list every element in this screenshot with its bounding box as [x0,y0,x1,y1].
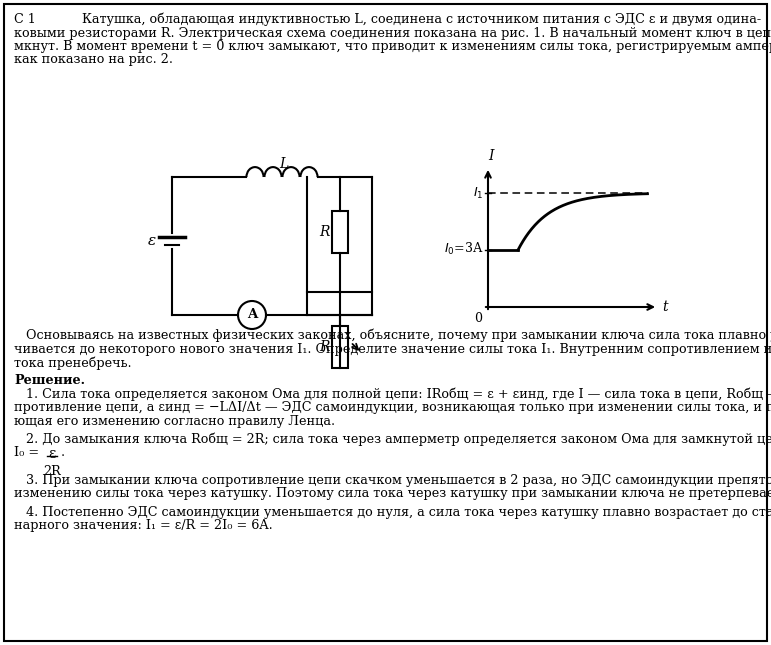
Text: 0: 0 [474,312,482,325]
Text: 4. Постепенно ЭДС самоиндукции уменьшается до нуля, а сила тока через катушку пл: 4. Постепенно ЭДС самоиндукции уменьшает… [14,506,771,519]
Text: 3. При замыкании ключа сопротивление цепи скачком уменьшается в 2 раза, но ЭДС с: 3. При замыкании ключа сопротивление цеп… [14,474,771,487]
Bar [332,326,348,368]
Text: изменению силы тока через катушку. Поэтому сила тока через катушку при замыкании: изменению силы тока через катушку. Поэто… [14,488,771,501]
Text: ε: ε [148,234,156,248]
Text: противление цепи, а εинд = −LΔI/Δt — ЭДС самоиндукции, возникающая только при из: противление цепи, а εинд = −LΔI/Δt — ЭДС… [14,401,771,414]
Text: 2. До замыкания ключа Rобщ = 2R; сила тока через амперметр определяется законом : 2. До замыкания ключа Rобщ = 2R; сила то… [14,433,771,446]
Bar [332,211,348,253]
Text: Основываясь на известных физических законах, объясните, почему при замыкании клю: Основываясь на известных физических зако… [14,329,771,342]
Text: t: t [662,300,668,314]
Text: A: A [247,308,257,321]
Text: .: . [61,446,65,459]
Text: ε: ε [49,447,56,461]
Text: мкнут. В момент времени t = 0 ключ замыкают, что приводит к изменениям силы тока: мкнут. В момент времени t = 0 ключ замык… [14,40,771,53]
Text: нарного значения: I₁ = ε/R = 2I₀ = 6A.: нарного значения: I₁ = ε/R = 2I₀ = 6A. [14,519,273,533]
Text: Решение.: Решение. [14,373,85,386]
Text: R: R [319,340,330,354]
Circle shape [238,301,266,329]
Text: I: I [488,149,493,163]
Text: 1. Сила тока определяется законом Ома для полной цепи: IRобщ = ε + εинд, где I —: 1. Сила тока определяется законом Ома дл… [14,388,771,401]
Text: 2R: 2R [43,465,61,478]
Text: ющая его изменению согласно правилу Ленца.: ющая его изменению согласно правилу Ленц… [14,415,335,428]
Text: чивается до некоторого нового значения I₁. Определите значение силы тока I₁. Вну: чивается до некоторого нового значения I… [14,342,771,355]
Text: R: R [319,225,330,239]
Text: тока пренебречь.: тока пренебречь. [14,356,132,370]
Text: Катушка, обладающая индуктивностью L, соединена с источником питания с ЭДС ε и д: Катушка, обладающая индуктивностью L, со… [82,13,761,26]
Text: L: L [279,157,288,171]
Text: $I_1$: $I_1$ [473,186,483,201]
Text: $I_0$=3А: $I_0$=3А [443,241,483,257]
Text: как показано на рис. 2.: как показано на рис. 2. [14,54,173,66]
Text: С 1: С 1 [14,13,35,26]
Text: I₀ =: I₀ = [14,446,39,459]
Text: ковыми резисторами R. Электрическая схема соединения показана на рис. 1. В начал: ковыми резисторами R. Электрическая схем… [14,26,771,39]
